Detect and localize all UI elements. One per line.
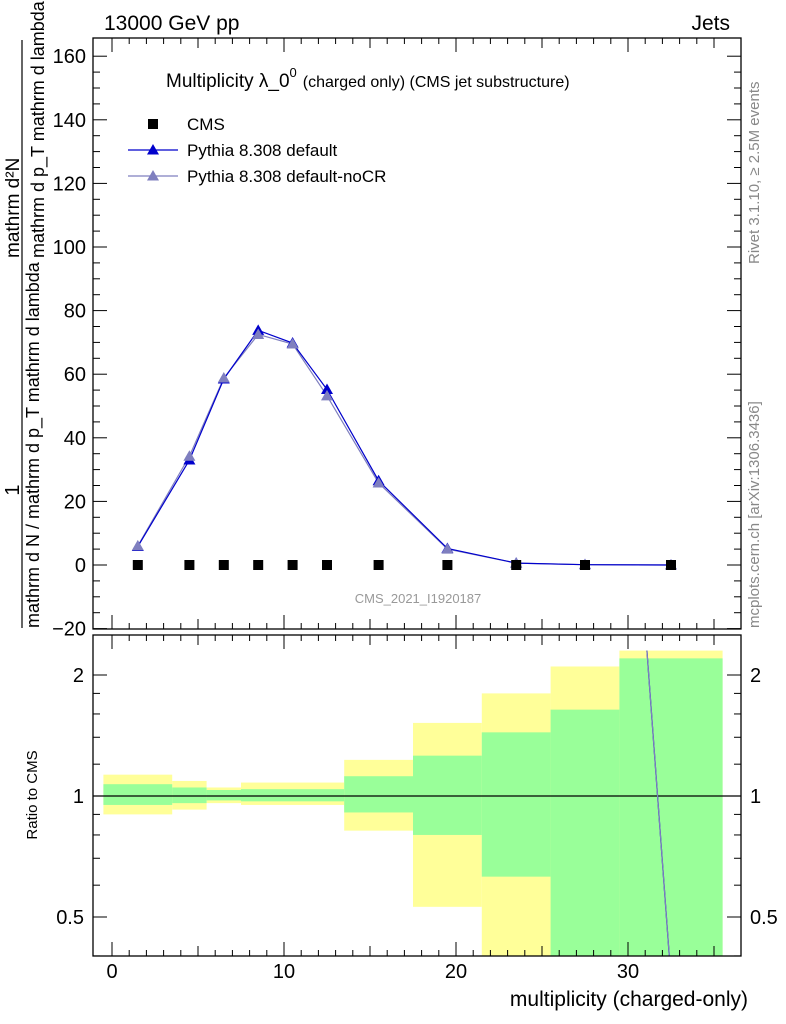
ratio-ytick-label-right: 0.5 xyxy=(750,907,778,929)
mcplots-text: mcplots.cern.ch [arXiv:1306.3436] xyxy=(746,401,763,628)
marker-cms xyxy=(184,560,195,570)
main-ytick-label: 120 xyxy=(53,173,86,195)
marker-pythia-nocr xyxy=(252,328,265,339)
x-tick-label: 0 xyxy=(106,961,117,983)
title-suffix: (charged only) (CMS jet substructure) xyxy=(303,74,570,91)
main-ytick-label: 40 xyxy=(64,428,86,450)
title-main: Multiplicity λ_0 xyxy=(166,71,290,92)
ratio-axis-ticks: 0.5 0.51 12 20 10 20 30 xyxy=(56,635,778,983)
ratio-band-inner xyxy=(206,789,241,801)
ratio-band-inner xyxy=(172,787,207,804)
ylabel-denominator-d2n: mathrm d²N xyxy=(3,158,24,258)
marker-cms xyxy=(580,560,590,570)
legend: CMS Pythia 8.308 default Pythia 8.308 defa… xyxy=(128,115,386,186)
x-axis-label: multiplicity (charged-only) xyxy=(510,988,748,1011)
legend-marker-cms xyxy=(148,119,158,129)
marker-cms xyxy=(511,560,522,570)
ratio-ytick-label-left: 2 xyxy=(73,665,84,687)
header-right: Jets xyxy=(691,12,730,35)
legend-marker-pythia-default xyxy=(147,144,159,155)
ratio-ytick-label-right: 2 xyxy=(750,665,761,687)
x-tick-label: 30 xyxy=(617,961,639,983)
ratio-panel: 0.5 0.51 12 20 10 20 30 xyxy=(56,634,778,983)
ratio-band-inner xyxy=(413,755,482,835)
marker-cms xyxy=(287,560,298,570)
ratio-ytick-label-left: 0.5 xyxy=(56,907,84,929)
x-tick-label: 20 xyxy=(445,961,467,983)
ratio-series-layer xyxy=(646,650,670,957)
ratio-line-pythia-nocr xyxy=(646,650,670,957)
main-ytick-label: 100 xyxy=(53,237,86,259)
rivet-version-text: Rivet 3.1.10, ≥ 2.5M events xyxy=(746,82,763,265)
x-tick-label: 10 xyxy=(273,961,295,983)
ratio-ytick-label-left: 1 xyxy=(73,786,84,808)
marker-pythia-default xyxy=(321,383,333,394)
ratio-band-inner xyxy=(344,776,413,813)
main-panel: −20 0 20 40 60 80 100 120 140 160 CMS_2021_I19201… xyxy=(52,37,742,641)
ratio-band-inner xyxy=(550,709,620,956)
series-line-pythia-default xyxy=(137,329,672,566)
legend-label-cms: CMS xyxy=(187,115,225,134)
main-ytick-label: −20 xyxy=(52,619,86,641)
main-frame xyxy=(92,37,742,630)
ratio-ytick-label-right: 1 xyxy=(750,786,761,808)
marker-cms xyxy=(322,560,332,570)
marker-pythia-nocr xyxy=(217,372,230,383)
series-line-pythia-nocr xyxy=(137,333,672,566)
ylabel-numerator-one: 1 xyxy=(2,484,24,495)
ratio-band-inner xyxy=(481,732,551,877)
marker-cms xyxy=(373,560,384,570)
main-ytick-label: 80 xyxy=(64,301,86,323)
title-superscript: 0 xyxy=(290,65,297,80)
marker-cms xyxy=(132,560,143,570)
ylabel-denominator-rest: mathrm d p_T mathrm d lambda xyxy=(28,0,49,258)
marker-cms xyxy=(442,560,453,570)
main-axis-ticks: −20 0 20 40 60 80 100 120 140 160 xyxy=(52,38,741,641)
marker-cms xyxy=(666,560,676,570)
main-ytick-label: 140 xyxy=(53,110,86,132)
marker-pythia-nocr xyxy=(321,389,333,401)
main-ytick-label: 20 xyxy=(64,491,86,513)
ratio-ylabel: Ratio to CMS xyxy=(24,750,41,839)
marker-cms xyxy=(218,560,229,570)
marker-pythia-nocr xyxy=(131,539,144,551)
main-ytick-label: 160 xyxy=(53,46,86,68)
ratio-band-inner xyxy=(241,789,345,802)
ratio-bands xyxy=(93,650,741,956)
marker-pythia-nocr xyxy=(372,476,385,488)
marker-pythia-nocr xyxy=(183,450,196,461)
main-ylabel: 1 mathrm d N / mathrm d p_T mathrm d lam… xyxy=(2,0,49,628)
legend-label-pythia-default: Pythia 8.308 default xyxy=(187,141,338,160)
main-ytick-label: 0 xyxy=(75,555,86,577)
ylabel-numerator-rest: mathrm d N / mathrm d p_T mathrm d lambd… xyxy=(23,261,44,628)
ratio-band-inner xyxy=(619,658,723,956)
main-ytick-label: 60 xyxy=(64,364,86,386)
ratio-band-inner xyxy=(103,784,173,805)
analysis-watermark: CMS_2021_I1920187 xyxy=(355,591,482,606)
marker-pythia-nocr xyxy=(286,337,299,349)
main-series-layer xyxy=(131,324,677,570)
marker-cms xyxy=(253,560,264,570)
header-left: 13000 GeV pp xyxy=(104,12,239,35)
legend-label-pythia-nocr: Pythia 8.308 default-noCR xyxy=(187,167,386,186)
plot-title: Multiplicity λ_00 (charged only) (CMS jet… xyxy=(166,65,570,92)
marker-pythia-nocr xyxy=(441,543,454,554)
legend-marker-pythia-nocr xyxy=(147,170,159,181)
